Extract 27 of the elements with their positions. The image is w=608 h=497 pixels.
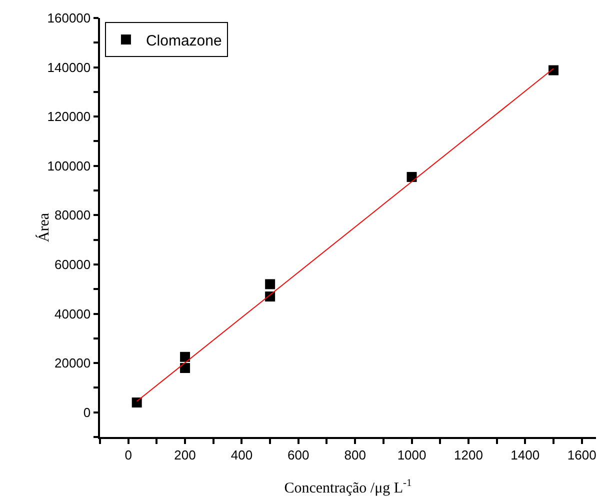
- x-axis-title: Concentração /μg L$^{-1}$: [284, 478, 412, 496]
- x-tick-label: 1000: [397, 447, 426, 462]
- y-tick-label: 60000: [54, 257, 91, 272]
- x-tick-label: 200: [174, 447, 196, 462]
- y-tick-label: 100000: [47, 158, 91, 174]
- x-tick-label: 600: [288, 447, 310, 462]
- legend-label: Clomazone: [146, 32, 222, 50]
- point: [406, 172, 417, 182]
- y-axis-title: Área: [35, 212, 52, 242]
- y-tick-label: 20000: [54, 356, 91, 371]
- y-tick-label: 120000: [47, 109, 91, 124]
- y-tick-label: 140000: [47, 60, 91, 75]
- point: [180, 362, 190, 373]
- x-tick-label: 0: [124, 447, 132, 462]
- x-tick-label: 1400: [510, 447, 540, 462]
- x-tick-label: 800: [344, 447, 366, 462]
- y-tick-label: 0: [83, 404, 91, 420]
- x-tick-label: 400: [230, 447, 253, 462]
- point: [265, 279, 276, 290]
- y-tick-label: 160000: [47, 10, 91, 26]
- point: [548, 65, 558, 76]
- y-tick-label: 80000: [54, 208, 91, 223]
- point: [132, 397, 142, 408]
- x-tick-label: 1200: [454, 447, 483, 462]
- y-tick-label: 40000: [54, 306, 91, 322]
- x-tick-label: 1600: [567, 447, 596, 462]
- point: [180, 352, 190, 362]
